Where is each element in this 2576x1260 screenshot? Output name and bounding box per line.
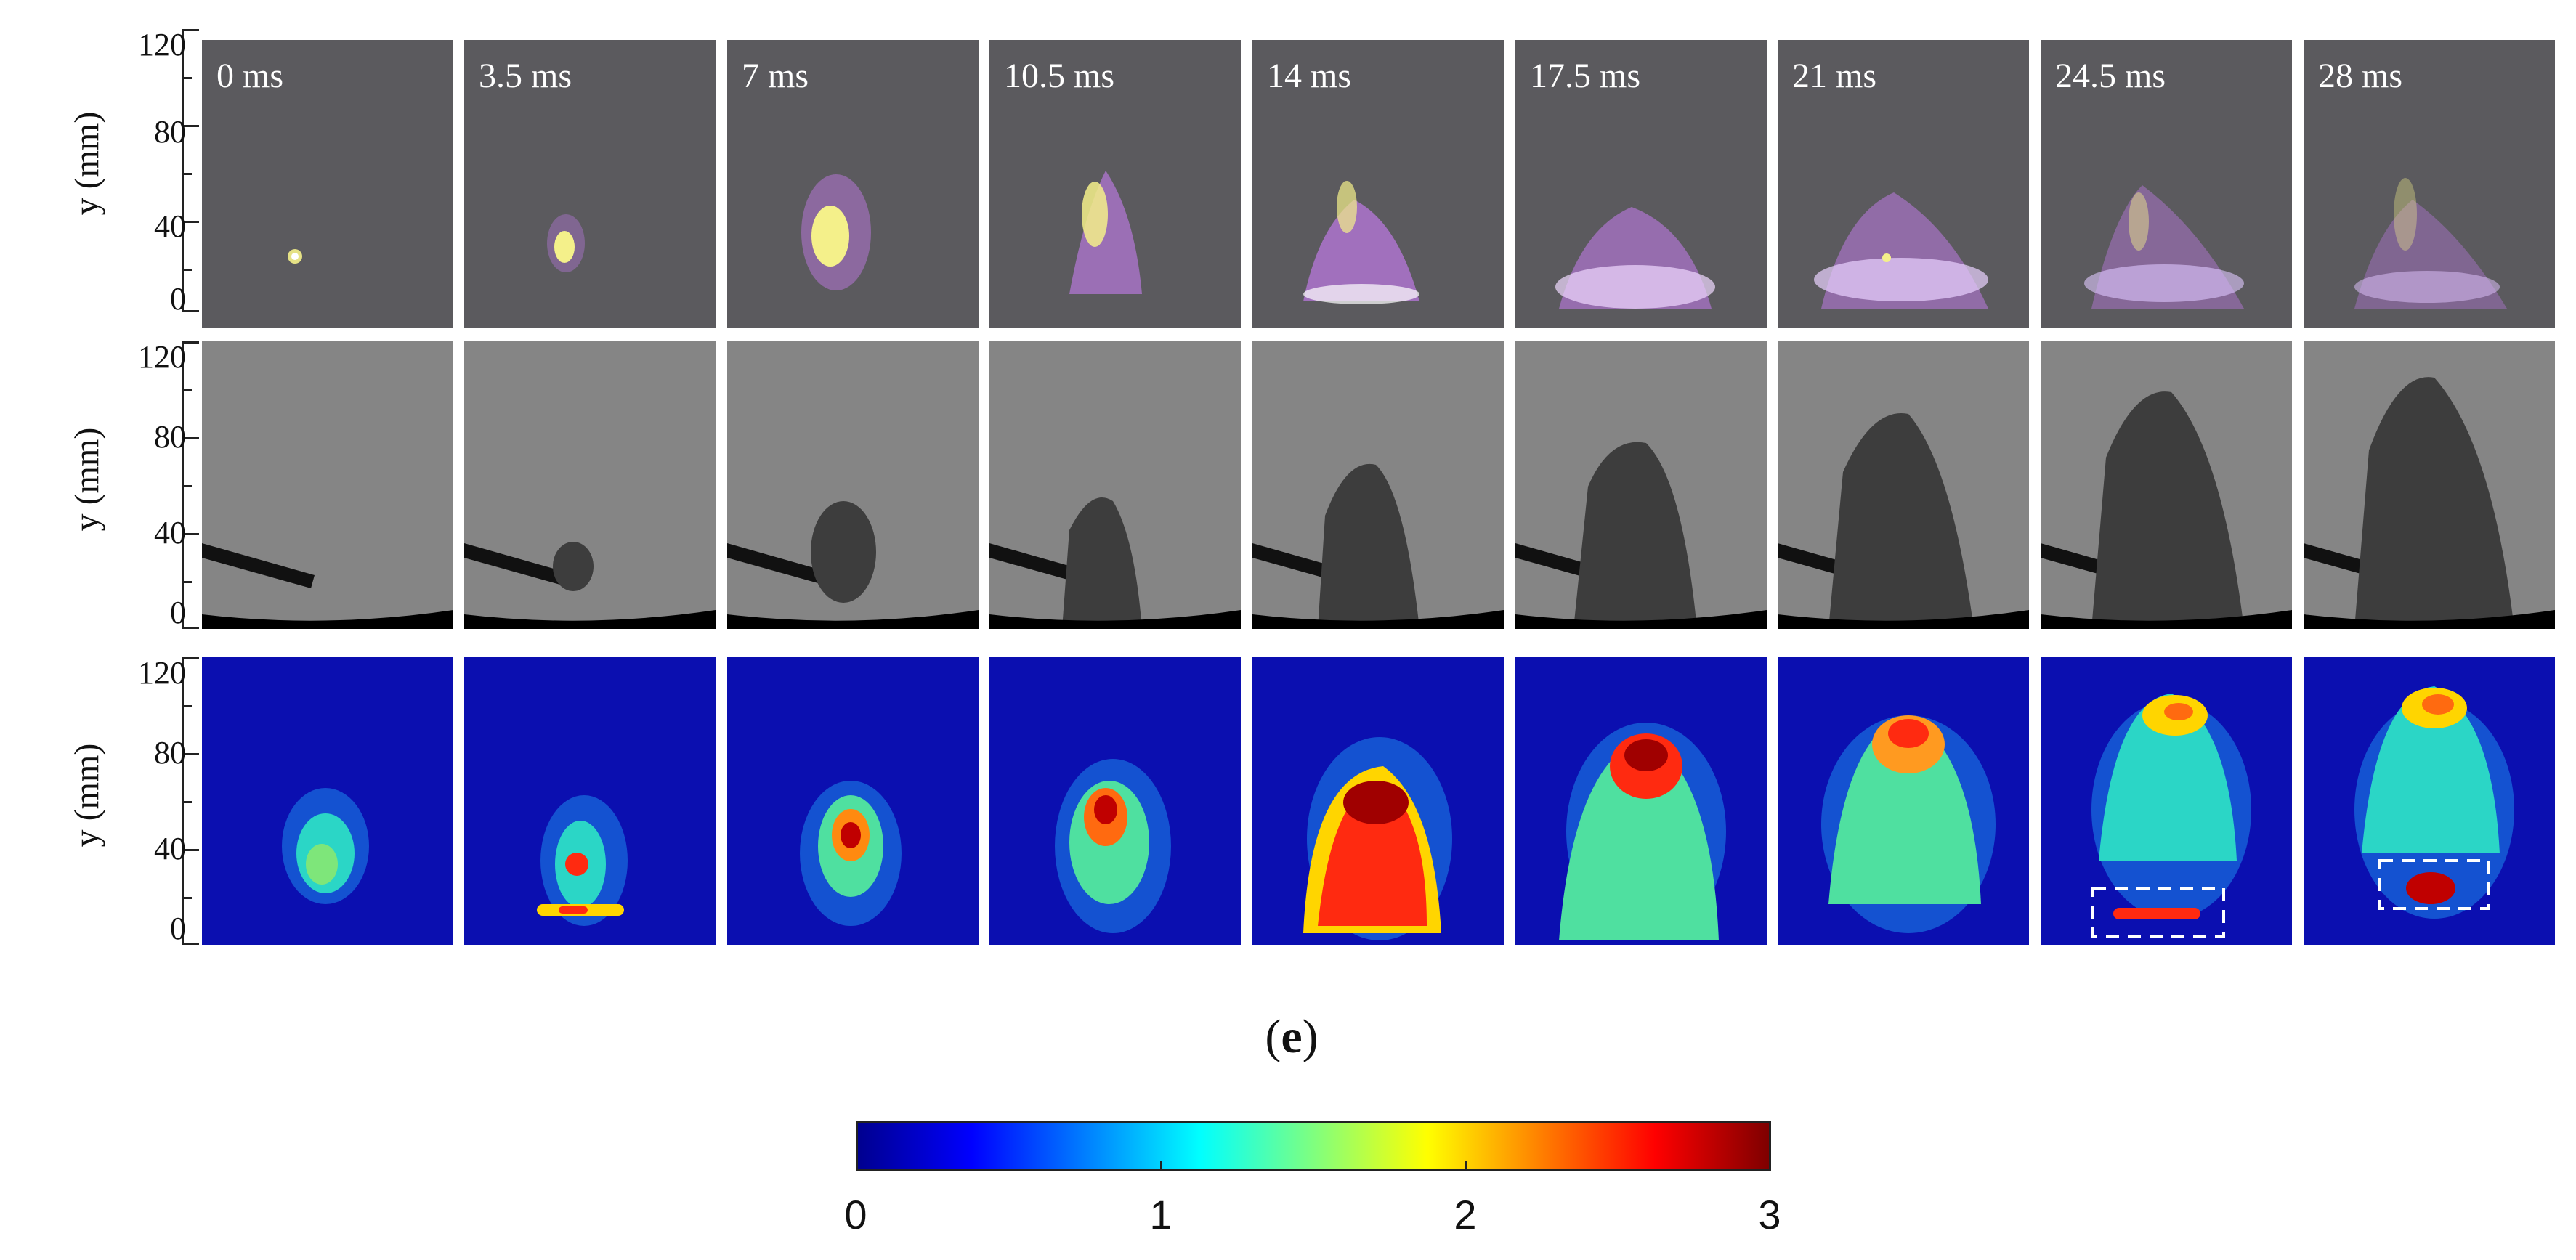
schlieren-panel-17-5ms	[1515, 341, 1767, 629]
colorbar-tick	[1160, 1161, 1162, 1171]
field-panel-14ms	[1252, 657, 1504, 945]
field-panel-10-5ms	[989, 657, 1241, 945]
time-label: 17.5 ms	[1530, 57, 1641, 95]
y-axis-label-row2: y (mm)	[68, 427, 106, 532]
time-label: 0 ms	[216, 57, 284, 95]
time-label: 7 ms	[742, 57, 809, 95]
colorbar-tick	[1465, 1161, 1467, 1171]
colorbar-tick-label: 3	[1758, 1192, 1781, 1237]
schlieren-panel-0ms	[202, 341, 453, 629]
flame-panel-14ms: 14 ms	[1252, 40, 1504, 328]
colorbar-tick-label: 2	[1454, 1192, 1477, 1237]
flame-panel-3-5ms: 3.5 ms	[464, 40, 716, 328]
flame-panel-17-5ms: 17.5 ms	[1515, 40, 1767, 328]
tick-label: 120	[138, 339, 186, 375]
colorbar-tick	[1769, 1161, 1771, 1171]
tick-label: 120	[138, 27, 186, 62]
schlieren-panel-10-5ms	[989, 341, 1241, 629]
colorbar-tick	[856, 1161, 858, 1171]
tick-label: 80	[154, 419, 186, 455]
schlieren-panel-3-5ms	[464, 341, 716, 629]
field-panel-3-5ms	[464, 657, 716, 945]
field-panel-0ms	[202, 657, 453, 945]
schlieren-panel-14ms	[1252, 341, 1504, 629]
tick-label: 40	[154, 515, 186, 550]
y-axis-row1: 120 80 40 0	[138, 29, 203, 315]
flame-panel-0ms: 0 ms	[202, 40, 453, 328]
field-panel-21ms	[1778, 657, 2029, 945]
schlieren-panel-28ms	[2304, 341, 2555, 629]
flame-panel-21ms: 21 ms	[1778, 40, 2029, 328]
y-axis-row3: 120 80 40 0	[138, 657, 203, 945]
schlieren-panel-7ms	[727, 341, 979, 629]
tick-label: 80	[154, 735, 186, 771]
colorbar-tick-label: 0	[844, 1192, 867, 1237]
flame-panel-10-5ms: 10.5 ms	[989, 40, 1241, 328]
field-panel-28ms	[2304, 657, 2555, 945]
tick-label: 40	[154, 208, 186, 244]
field-panel-7ms	[727, 657, 979, 945]
schlieren-panel-24-5ms	[2041, 341, 2292, 629]
colorbar	[856, 1121, 1771, 1171]
time-label: 28 ms	[2318, 57, 2403, 95]
tick-label: 40	[154, 831, 186, 866]
tick-label: 0	[170, 911, 186, 946]
tick-label: 0	[170, 595, 186, 630]
y-axis-label-row3: y (mm)	[68, 743, 106, 848]
colorbar-tick-label: 1	[1149, 1192, 1172, 1237]
time-label: 21 ms	[1792, 57, 1877, 95]
figure-caption: (e)	[1265, 1010, 1319, 1063]
field-panel-17-5ms	[1515, 657, 1767, 945]
tick-label: 120	[138, 655, 186, 691]
flame-panel-7ms: 7 ms	[727, 40, 979, 328]
time-label: 24.5 ms	[2055, 57, 2166, 95]
time-label: 14 ms	[1267, 57, 1352, 95]
time-label: 3.5 ms	[479, 57, 572, 95]
field-panel-24-5ms	[2041, 657, 2292, 945]
flame-panel-28ms: 28 ms	[2304, 40, 2555, 328]
y-axis-row2: 120 80 40 0	[138, 341, 203, 629]
time-label: 10.5 ms	[1004, 57, 1115, 95]
tick-label: 0	[170, 281, 186, 317]
flame-panel-24-5ms: 24.5 ms	[2041, 40, 2292, 328]
tick-label: 80	[154, 114, 186, 150]
schlieren-panel-21ms	[1778, 341, 2029, 629]
